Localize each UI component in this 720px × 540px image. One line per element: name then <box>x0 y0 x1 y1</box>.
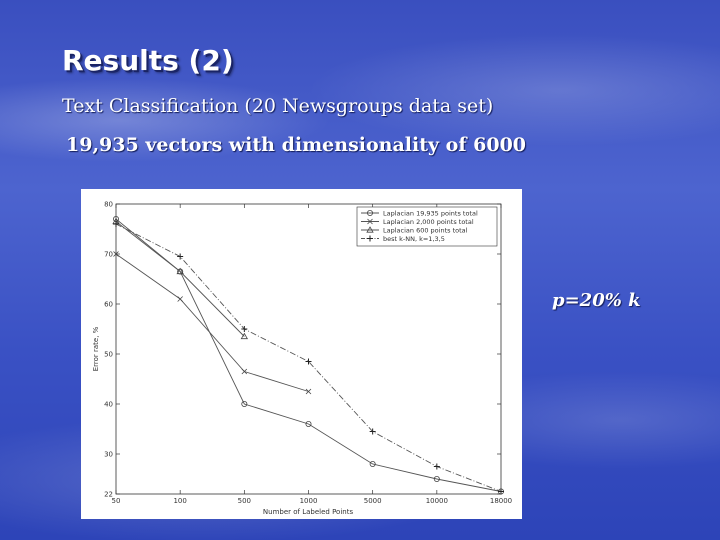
chart-svg: 50 100 500 1000 5000 10000 18000 22 30 40 50 60 70 8… <box>92 201 512 517</box>
y-tick-label: 50 <box>104 351 113 359</box>
x-axis: 50 100 500 1000 5000 10000 18000 <box>112 204 512 505</box>
point-marker-triangle <box>240 332 249 340</box>
legend-label: Laplacian 19,935 points total <box>383 209 478 217</box>
legend-label: Laplacian 2,000 points total <box>383 218 474 226</box>
plot-border <box>115 203 502 495</box>
x-tick-label: 500 <box>238 497 251 505</box>
point-marker-circle <box>433 475 440 482</box>
y-tick-label: 70 <box>104 251 113 259</box>
point-marker-plus <box>305 358 312 365</box>
point-marker-circle <box>366 209 373 216</box>
series-3 <box>112 217 249 340</box>
x-tick-label: 10000 <box>426 497 448 505</box>
point-marker-plus <box>498 488 504 495</box>
point-marker-triangle <box>176 267 184 275</box>
y-tick-label: 30 <box>104 451 113 459</box>
x-tick-label: 50 <box>112 497 121 505</box>
series-line <box>115 253 309 392</box>
legend-entry: Laplacian 19,935 points total <box>361 209 478 217</box>
legend-entry: Laplacian 2,000 points total <box>361 218 474 226</box>
series-4 <box>113 221 504 495</box>
x-tick-label: 18000 <box>490 497 512 505</box>
slide-subtitle-dataset: Text Classification (20 Newsgroups data … <box>62 95 494 117</box>
point-marker-circle <box>241 400 248 407</box>
y-tick-label: 22 <box>104 491 113 499</box>
y-tick-label: 60 <box>104 301 113 309</box>
point-marker-plus <box>177 253 184 260</box>
series-2 <box>113 251 312 395</box>
series-line <box>115 223 502 492</box>
point-marker-triangle <box>366 226 374 233</box>
plot-frame <box>115 203 502 495</box>
point-marker-x <box>113 251 119 257</box>
point-marker-plus <box>367 235 373 242</box>
point-marker-x <box>177 296 183 302</box>
y-tick-label: 40 <box>104 401 113 409</box>
y-axis: 22 30 40 50 60 70 80 <box>104 201 501 499</box>
series-line <box>115 218 502 492</box>
y-tick-label: 80 <box>104 201 113 209</box>
x-tick-label: 5000 <box>364 497 382 505</box>
point-marker-plus <box>241 326 248 332</box>
x-tick-label: 100 <box>173 497 186 505</box>
error-rate-chart: 50 100 500 1000 5000 10000 18000 22 30 40 50 60 70 8… <box>81 189 522 519</box>
legend-entry: best k-NN, k=1,3,5 <box>361 235 445 243</box>
series-layer <box>112 215 504 495</box>
x-axis-label: Number of Labeled Points <box>263 508 354 516</box>
point-marker-circle <box>369 460 376 467</box>
point-marker-plus <box>369 428 376 435</box>
slide-subtitle-vectors: 19,935 vectors with dimensionality of 60… <box>66 134 527 156</box>
point-marker-x <box>241 368 248 375</box>
x-tick-label: 1000 <box>300 497 318 505</box>
point-marker-plus <box>113 221 119 227</box>
point-marker-x <box>305 388 312 395</box>
point-marker-x <box>367 218 373 225</box>
series-line <box>115 221 245 337</box>
y-axis-label: Error rate, % <box>92 326 100 371</box>
legend-label: best k-NN, k=1,3,5 <box>383 235 445 243</box>
slide-title: Results (2) <box>62 44 234 77</box>
point-marker-circle <box>305 420 312 427</box>
point-marker-plus <box>433 463 440 470</box>
legend-label: Laplacian 600 points total <box>383 226 468 234</box>
legend-box <box>356 206 498 247</box>
legend-entry: Laplacian 600 points total <box>361 226 468 234</box>
parameter-annotation: p=20% k <box>552 290 641 311</box>
series-1 <box>113 215 504 495</box>
